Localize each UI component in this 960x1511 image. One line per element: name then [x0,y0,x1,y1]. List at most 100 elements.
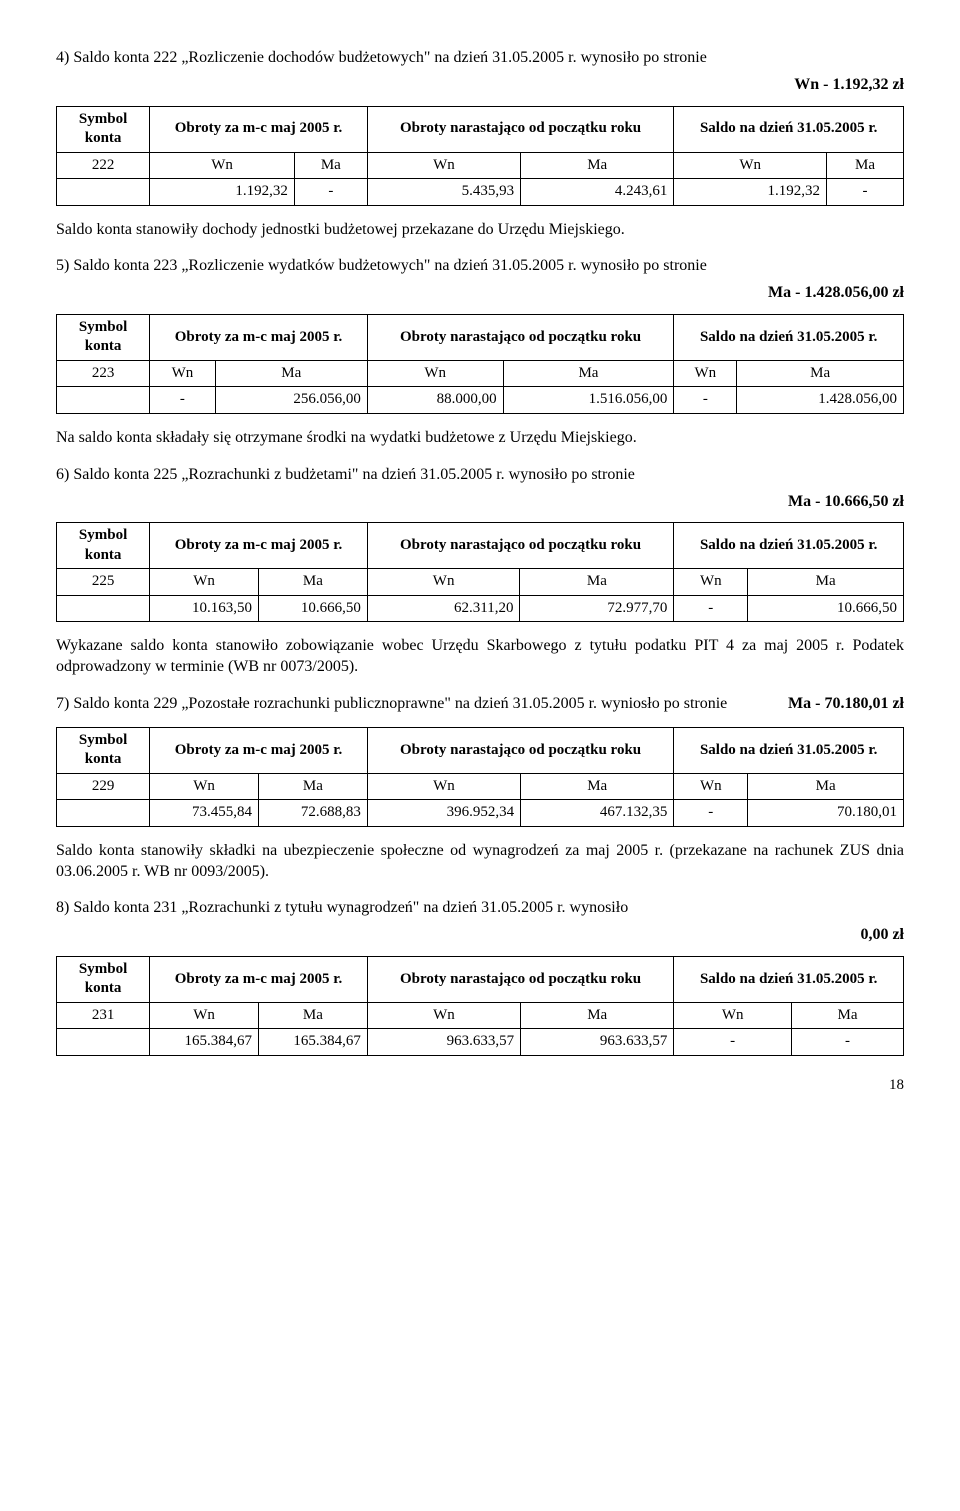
cell-val: 10.163,50 [150,595,259,622]
section-8-value: 0,00 zł [56,925,904,946]
cell-val: - [791,1029,903,1056]
cell-wn: Wn [150,152,295,179]
cell-ma: Ma [748,773,904,800]
section-4-value: Wn - 1.192,32 zł [56,75,904,96]
cell-ma: Ma [791,1002,903,1029]
cell-val: 10.666,50 [258,595,367,622]
section-6-intro: 6) Saldo konta 225 „Rozrachunki z budżet… [56,465,904,486]
cell-sym: 225 [57,569,150,596]
section-6-after: Wykazane saldo konta stanowiło zobowiąza… [56,636,904,678]
cell-wn: Wn [150,773,259,800]
section-7-value: Ma - 70.180,01 zł [788,694,904,715]
cell-ma: Ma [294,152,367,179]
cell-wn: Wn [674,1002,792,1029]
cell-val: 72.688,83 [258,800,367,827]
section-7-intro-text: 7) Saldo konta 229 „Pozostałe rozrachunk… [56,695,727,712]
th-symbol: Symbol konta [57,106,150,152]
cell-val: 963.633,57 [367,1029,520,1056]
cell-val: 88.000,00 [367,387,503,414]
cell-ma: Ma [258,773,367,800]
cell-wn: Wn [674,152,827,179]
cell-wn: Wn [367,360,503,387]
section-7-intro: 7) Saldo konta 229 „Pozostałe rozrachunk… [56,694,904,715]
section-5-value: Ma - 1.428.056,00 zł [56,283,904,304]
cell-ma: Ma [258,1002,367,1029]
th-symbol: Symbol konta [57,314,150,360]
cell-wn: Wn [674,569,748,596]
cell-wn: Wn [367,152,520,179]
cell-val: 4.243,61 [521,179,674,206]
cell-empty [57,800,150,827]
th-obroty-mc: Obroty za m-c maj 2005 r. [150,956,368,1002]
page-number: 18 [56,1076,904,1096]
cell-val: - [674,1029,792,1056]
table-konto-222: Symbol konta Obroty za m-c maj 2005 r. O… [56,106,904,206]
section-7-after: Saldo konta stanowiły składki na ubezpie… [56,841,904,883]
cell-sym: 231 [57,1002,150,1029]
th-saldo: Saldo na dzień 31.05.2005 r. [674,727,904,773]
th-obroty-nar: Obroty narastająco od początku roku [367,314,674,360]
th-obroty-nar: Obroty narastająco od początku roku [367,523,674,569]
cell-val: 1.516.056,00 [503,387,674,414]
section-8-intro: 8) Saldo konta 231 „Rozrachunki z tytułu… [56,898,904,919]
cell-ma: Ma [521,152,674,179]
cell-val: 70.180,01 [748,800,904,827]
cell-wn: Wn [150,1002,259,1029]
cell-ma: Ma [521,773,674,800]
cell-ma: Ma [737,360,904,387]
cell-val: 256.056,00 [215,387,367,414]
cell-sym: 229 [57,773,150,800]
cell-val: - [674,595,748,622]
cell-val: 72.977,70 [520,595,674,622]
th-saldo: Saldo na dzień 31.05.2005 r. [674,956,904,1002]
table-konto-223: Symbol konta Obroty za m-c maj 2005 r. O… [56,314,904,414]
th-obroty-mc: Obroty za m-c maj 2005 r. [150,106,368,152]
cell-val: - [827,179,904,206]
cell-empty [57,179,150,206]
cell-empty [57,595,150,622]
cell-val: 396.952,34 [367,800,520,827]
cell-wn: Wn [367,1002,520,1029]
section-5-after: Na saldo konta składały się otrzymane śr… [56,428,904,449]
th-symbol: Symbol konta [57,956,150,1002]
cell-ma: Ma [521,1002,674,1029]
cell-val: 5.435,93 [367,179,520,206]
cell-val: 165.384,67 [258,1029,367,1056]
th-obroty-mc: Obroty za m-c maj 2005 r. [150,523,368,569]
cell-wn: Wn [150,569,259,596]
cell-val: 73.455,84 [150,800,259,827]
cell-val: 1.428.056,00 [737,387,904,414]
th-symbol: Symbol konta [57,727,150,773]
cell-val: 10.666,50 [748,595,904,622]
cell-wn: Wn [674,773,748,800]
th-obroty-mc: Obroty za m-c maj 2005 r. [150,314,368,360]
section-4-after: Saldo konta stanowiły dochody jednostki … [56,220,904,241]
section-6-value: Ma - 10.666,50 zł [56,492,904,513]
cell-val: 1.192,32 [674,179,827,206]
th-saldo: Saldo na dzień 31.05.2005 r. [674,106,904,152]
cell-ma: Ma [215,360,367,387]
cell-val: 1.192,32 [150,179,295,206]
th-saldo: Saldo na dzień 31.05.2005 r. [674,523,904,569]
table-konto-231: Symbol konta Obroty za m-c maj 2005 r. O… [56,956,904,1056]
cell-sym: 222 [57,152,150,179]
th-obroty-mc: Obroty za m-c maj 2005 r. [150,727,368,773]
th-obroty-nar: Obroty narastająco od początku roku [367,727,674,773]
th-obroty-nar: Obroty narastająco od początku roku [367,956,674,1002]
cell-val: - [294,179,367,206]
cell-empty [57,1029,150,1056]
cell-wn: Wn [367,773,520,800]
th-symbol: Symbol konta [57,523,150,569]
th-saldo: Saldo na dzień 31.05.2005 r. [674,314,904,360]
cell-empty [57,387,150,414]
th-obroty-nar: Obroty narastająco od początku roku [367,106,674,152]
cell-wn: Wn [367,569,520,596]
cell-ma: Ma [258,569,367,596]
cell-val: - [674,387,737,414]
cell-val: - [150,387,216,414]
cell-sym: 223 [57,360,150,387]
cell-val: - [674,800,748,827]
cell-val: 467.132,35 [521,800,674,827]
cell-val: 165.384,67 [150,1029,259,1056]
cell-wn: Wn [150,360,216,387]
